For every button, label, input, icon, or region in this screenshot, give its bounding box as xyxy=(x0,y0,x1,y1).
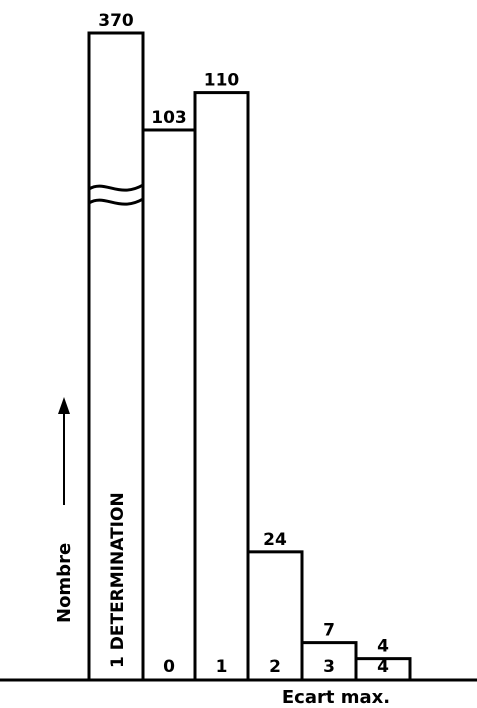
x-axis-label: Ecart max. xyxy=(282,687,390,708)
category-label-4: 2 xyxy=(269,657,281,677)
category-label-2: 0 xyxy=(163,657,175,677)
bar-value-label-5: 7 xyxy=(323,621,335,641)
axis-break-line-2 xyxy=(88,197,144,206)
bar-value-label-3: 110 xyxy=(204,71,240,91)
axis-break-line-1 xyxy=(88,183,144,192)
bar-value-label-4: 24 xyxy=(263,530,287,550)
y-axis-label: Nombre xyxy=(54,543,75,623)
bar-value-label-1: 370 xyxy=(98,11,134,31)
category-label-6: 4 xyxy=(377,657,389,677)
bar-2 xyxy=(141,128,197,682)
y-axis-label-group: Nombre xyxy=(54,397,75,623)
bar-4 xyxy=(246,550,304,682)
bar-5 xyxy=(300,641,358,682)
bar-3 xyxy=(193,91,250,682)
bars-group: 370 1 DETERMINATION 103 0 110 1 24 2 7 3 44 xyxy=(87,11,412,682)
bar-value-label-6: 4 xyxy=(377,637,389,657)
category-label-5: 3 xyxy=(323,657,335,677)
up-arrow-icon xyxy=(58,397,70,414)
bar-6 xyxy=(354,657,412,682)
category-label-1: 1 DETERMINATION xyxy=(108,492,128,668)
bar-value-label-2: 103 xyxy=(151,108,187,128)
category-label-3: 1 xyxy=(216,657,228,677)
